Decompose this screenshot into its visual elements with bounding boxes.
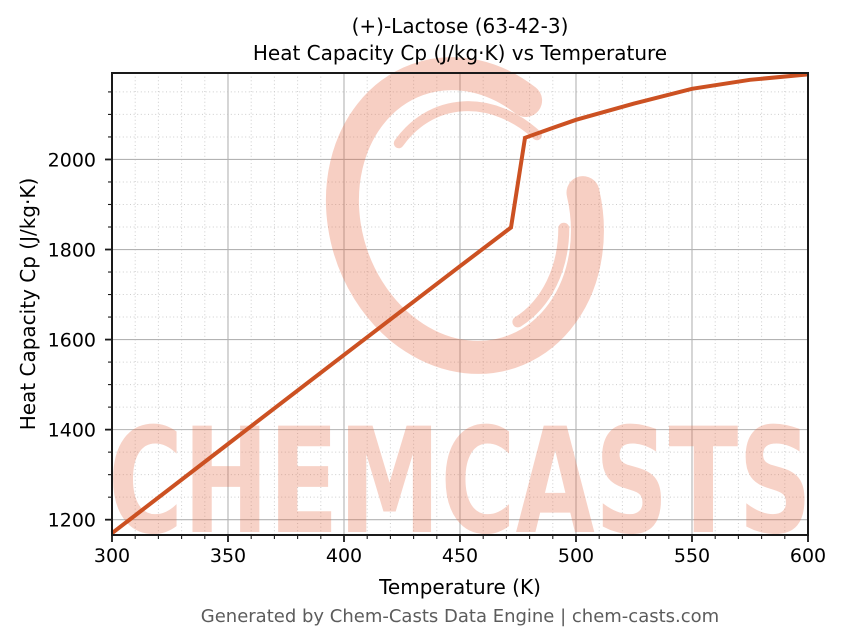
x-tick-label: 350 [210, 545, 246, 567]
watermark-logo-ring [325, 57, 604, 374]
chart-title-line2: Heat Capacity Cp (J/kg·K) vs Temperature [252, 41, 668, 65]
y-tick-labels: 1200 1400 1600 1800 2000 [48, 149, 96, 531]
x-tick-label: 400 [326, 545, 362, 567]
x-axis-label: Temperature (K) [379, 575, 541, 599]
x-tick-label: 550 [674, 545, 710, 567]
y-tick-label: 1200 [48, 510, 96, 532]
chart-title: (+)-Lactose (63-42-3) Heat Capacity Cp (… [112, 13, 808, 67]
y-axis-label: Heat Capacity Cp (J/kg·K) [16, 177, 40, 431]
x-tick-label: 600 [790, 545, 826, 567]
x-tick-label: 450 [442, 545, 478, 567]
tick-marks [105, 91, 809, 542]
watermark-logo-streak-top [393, 101, 542, 149]
watermark-logo-streak-right [512, 222, 570, 328]
chart-title-line1: (+)-Lactose (63-42-3) [351, 14, 569, 38]
series-line-heat-capacity [110, 72, 809, 535]
footer-credit: Generated by Chem-Casts Data Engine | ch… [200, 606, 720, 627]
x-tick-label: 500 [558, 545, 594, 567]
x-tick-labels: 300 350 400 450 500 550 600 [94, 545, 826, 567]
y-tick-label: 2000 [48, 149, 96, 171]
y-tick-label: 1800 [48, 240, 96, 262]
x-tick-label: 300 [94, 545, 130, 567]
y-tick-label: 1400 [48, 420, 96, 442]
y-tick-label: 1600 [48, 330, 96, 352]
